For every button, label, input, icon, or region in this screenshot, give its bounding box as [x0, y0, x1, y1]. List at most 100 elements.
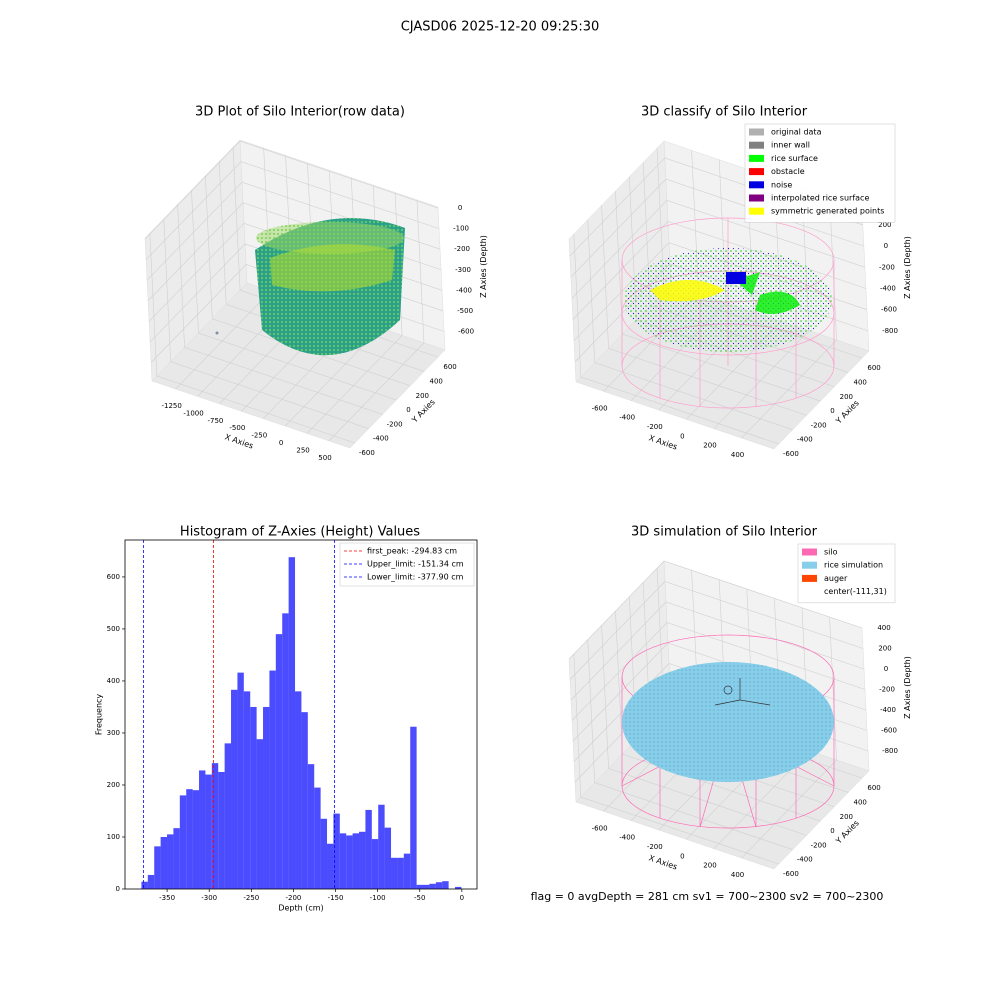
- grid-line: [587, 639, 793, 850]
- y-tick-label: 600: [867, 784, 880, 792]
- grid-line: [218, 161, 425, 372]
- legend-label: auger: [824, 574, 848, 583]
- z-tick-label: 200: [878, 221, 891, 229]
- grid-line: [569, 581, 864, 680]
- classified-cloud: [624, 248, 832, 352]
- bar: [307, 764, 315, 889]
- x-tick-label: -1250: [161, 402, 181, 410]
- grid-line: [570, 178, 864, 278]
- bar: [333, 813, 340, 889]
- bar: [224, 743, 232, 889]
- rice-surface-points: [735, 272, 800, 314]
- y-tick-label: 400: [854, 798, 867, 806]
- legend-label: Lower_limit: -377.90 cm: [367, 573, 464, 582]
- z-tick-label: -600: [881, 306, 897, 314]
- x-tick-label: -400: [619, 414, 635, 422]
- chart-title: 3D classify of Silo Interior: [641, 105, 808, 120]
- y-tick-label: 600: [443, 363, 456, 371]
- x-tick-label: 0: [460, 894, 464, 902]
- z-tick-label: -600: [881, 727, 897, 735]
- legend-swatch: [749, 154, 764, 162]
- x-tick-label: -50: [414, 894, 425, 902]
- grid-line: [601, 205, 807, 416]
- y-tick-label: -200: [387, 420, 403, 428]
- y-tick-label: -200: [811, 421, 827, 429]
- z-tick-label: -400: [880, 706, 896, 714]
- x-tick-label: 200: [703, 442, 716, 450]
- y-axis-label: Y Axies: [410, 397, 437, 425]
- legend-label: first_peak: -294.83 cm: [367, 547, 457, 556]
- y-axis-label: Y Axies: [834, 818, 861, 846]
- bar: [346, 835, 353, 889]
- bar: [141, 881, 148, 889]
- grid-line: [741, 197, 837, 439]
- bar: [275, 634, 283, 889]
- z-tick-label: -200: [454, 245, 470, 253]
- y-tick-label: 400: [107, 677, 120, 685]
- bar: [423, 884, 430, 889]
- bar: [256, 739, 264, 889]
- bar: [397, 857, 404, 889]
- y-tick-label: 600: [107, 573, 120, 581]
- legend-swatch: [749, 181, 764, 189]
- legend-label: silo: [824, 548, 838, 557]
- x-tick-label: -600: [592, 404, 608, 412]
- z-tick-label: -500: [457, 307, 473, 315]
- grid-line: [163, 218, 369, 429]
- legend-label: inner wall: [771, 141, 810, 150]
- bar: [320, 818, 328, 889]
- grid-line: [191, 190, 397, 401]
- x-tick-label: -400: [619, 834, 635, 842]
- x-tick-label: -350: [159, 894, 175, 902]
- y-axis-label: Frequency: [95, 694, 104, 736]
- x-axis-label: X Axies: [224, 432, 255, 450]
- y-tick-label: -600: [783, 450, 799, 458]
- x-tick-label: -200: [647, 423, 663, 431]
- y-tick-label: -400: [373, 435, 389, 443]
- legend-label: symmetric generated points: [771, 207, 884, 216]
- y-tick-label: 200: [107, 781, 120, 789]
- x-axis-label: Depth (cm): [278, 904, 323, 913]
- bar: [269, 670, 276, 889]
- y-tick-label: 600: [867, 364, 880, 372]
- grid-line: [615, 611, 821, 822]
- y-tick-label: 200: [840, 393, 853, 401]
- legend-label: noise: [771, 180, 792, 189]
- legend-swatch: [749, 207, 764, 215]
- bar: [384, 827, 392, 889]
- bar: [243, 691, 251, 889]
- bar: [365, 809, 372, 889]
- legend-box: [744, 123, 896, 223]
- z-tick-label: 0: [458, 204, 462, 212]
- chart-title: 3D simulation of Silo Interior: [631, 525, 818, 540]
- x-tick-label: 0: [279, 439, 283, 447]
- bar: [455, 886, 462, 889]
- bar: [186, 789, 193, 889]
- z-tick-label: -800: [882, 747, 898, 755]
- bar: [154, 846, 161, 889]
- x-axis-label: X Axies: [648, 853, 679, 871]
- z-tick-label: 0: [884, 242, 888, 250]
- x-tick-label: -150: [328, 894, 344, 902]
- x-tick-label: -1000: [183, 409, 203, 417]
- y-tick-label: 400: [430, 377, 443, 385]
- x-tick-label: 200: [703, 862, 716, 870]
- grid-line: [144, 140, 439, 240]
- bar: [160, 836, 168, 889]
- x-tick-label: 0: [680, 432, 684, 440]
- bar: [211, 763, 219, 889]
- x-tick-label: -500: [229, 424, 245, 432]
- legend-label: rice surface: [771, 154, 818, 163]
- bar: [371, 839, 379, 889]
- y-tick-label: 200: [840, 813, 853, 821]
- bar: [410, 726, 417, 889]
- bar: [218, 771, 225, 889]
- z-axis-label: Z Axies (Depth): [479, 235, 488, 298]
- y-tick-label: 400: [854, 378, 867, 386]
- noise-points: [726, 272, 746, 284]
- y-tick-label: -600: [359, 449, 375, 457]
- rice-simulation: [622, 662, 834, 782]
- y-tick-label: 100: [107, 833, 120, 841]
- grid-line: [741, 617, 837, 859]
- legend-label: center(-111,31): [824, 587, 887, 596]
